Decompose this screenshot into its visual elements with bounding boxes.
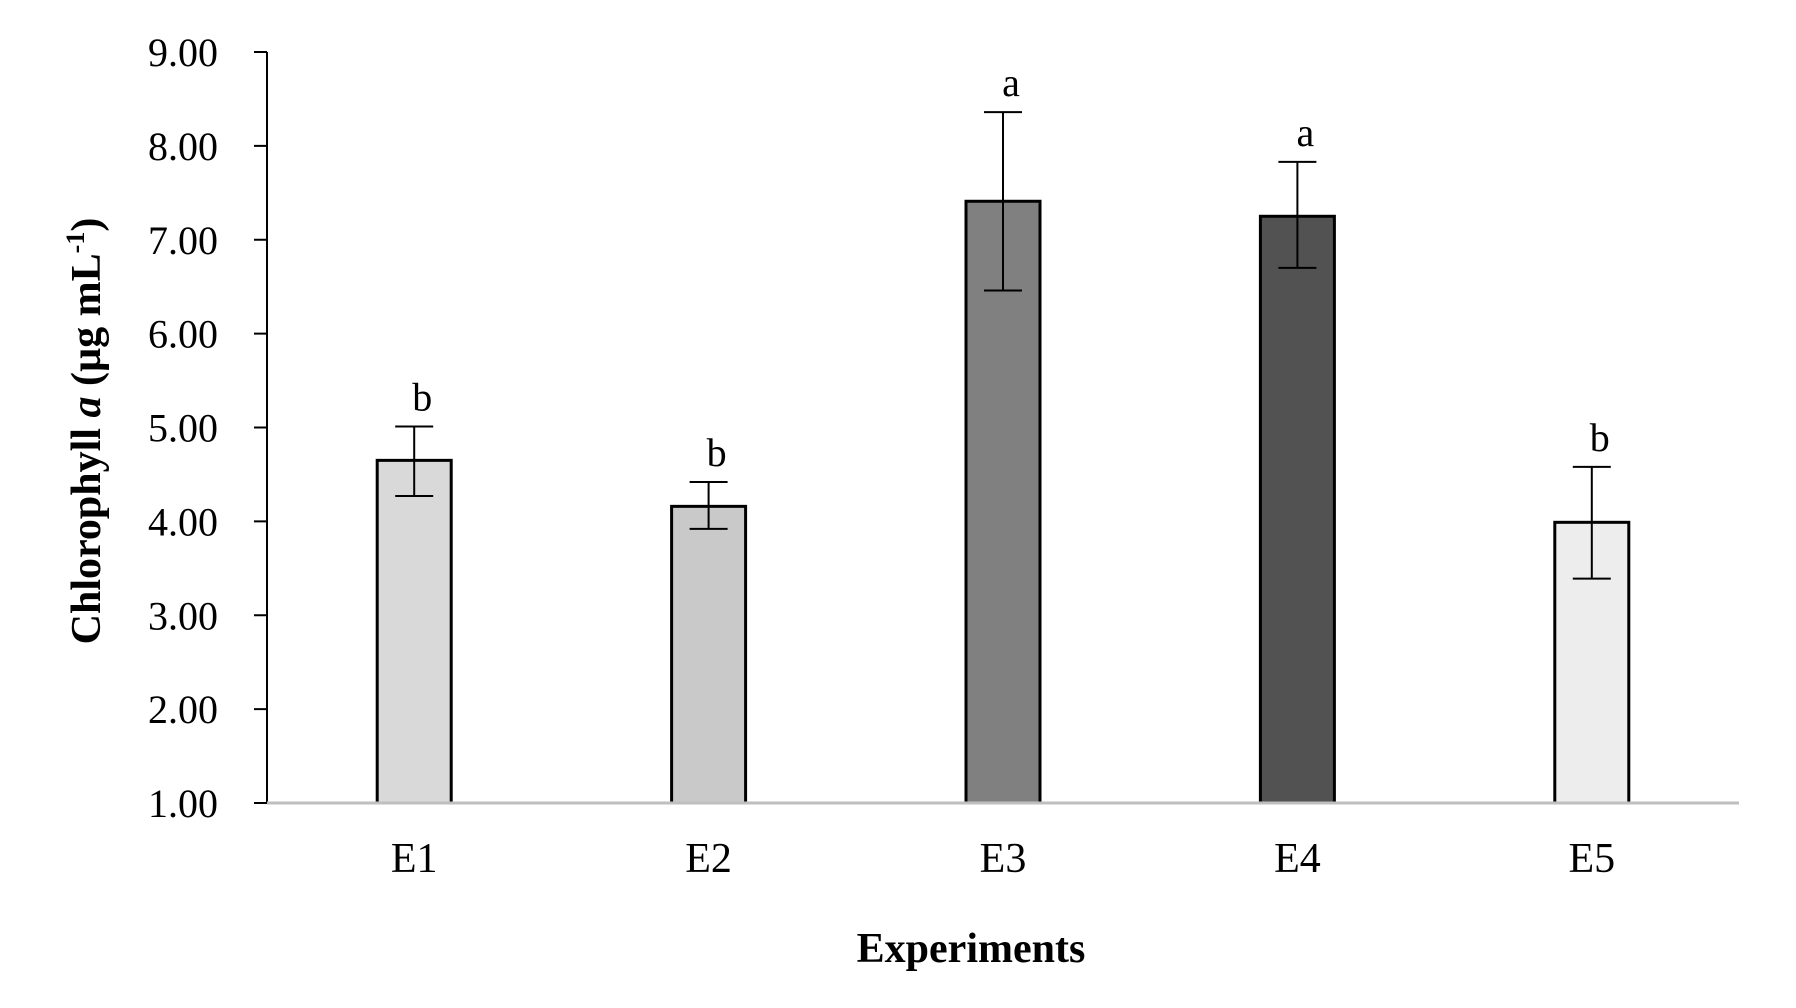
y-axis-title-unit: (µg mL <box>64 253 110 396</box>
x-axis-title: Experiments <box>857 926 1086 972</box>
significance-letter-e4: a <box>1297 110 1315 155</box>
y-tick-label: 3.00 <box>148 593 218 638</box>
y-axis-ticks: 1.00 2.00 3.00 4.00 5.00 6.00 7.00 8.00 9.00 <box>148 30 267 826</box>
x-category-label-e5: E5 <box>1568 836 1615 882</box>
y-tick-label: 4.00 <box>148 499 218 544</box>
x-category-label-e4: E4 <box>1274 836 1321 882</box>
x-category-label-e3: E3 <box>980 836 1027 882</box>
y-tick-label: 9.00 <box>148 30 218 75</box>
y-axis-title-superscript: -1 <box>61 232 90 254</box>
y-tick-label: 5.00 <box>148 406 218 451</box>
significance-letter-e2: b <box>707 430 727 475</box>
bar-e2 <box>670 504 748 805</box>
bar-e4 <box>1258 214 1336 805</box>
y-tick-label: 1.00 <box>148 781 218 826</box>
x-category-label-e1: E1 <box>391 836 438 882</box>
y-axis-title-italic: a <box>64 397 110 418</box>
y-tick-label: 2.00 <box>148 687 218 732</box>
bar-e1 <box>375 458 453 805</box>
significance-letter-e1: b <box>412 375 432 420</box>
y-axis-title-prefix: Chlorophyll <box>64 418 110 645</box>
bar-e3 <box>964 199 1042 805</box>
significance-letter-e3: a <box>1002 60 1020 105</box>
error-bars <box>395 111 1611 580</box>
significance-letters: b b a a b <box>412 60 1610 475</box>
y-tick-label: 7.00 <box>148 218 218 263</box>
bars <box>375 199 1631 805</box>
y-tick-label: 6.00 <box>148 312 218 357</box>
significance-letter-e5: b <box>1590 415 1610 460</box>
y-axis-title-close: ) <box>64 218 110 232</box>
x-axis-category-labels: E1 E2 E3 E4 E5 <box>391 836 1615 882</box>
y-tick-label: 8.00 <box>148 124 218 169</box>
x-category-label-e2: E2 <box>685 836 732 882</box>
y-axis-title: Chlorophyll a (µg mL-1) <box>61 218 110 645</box>
